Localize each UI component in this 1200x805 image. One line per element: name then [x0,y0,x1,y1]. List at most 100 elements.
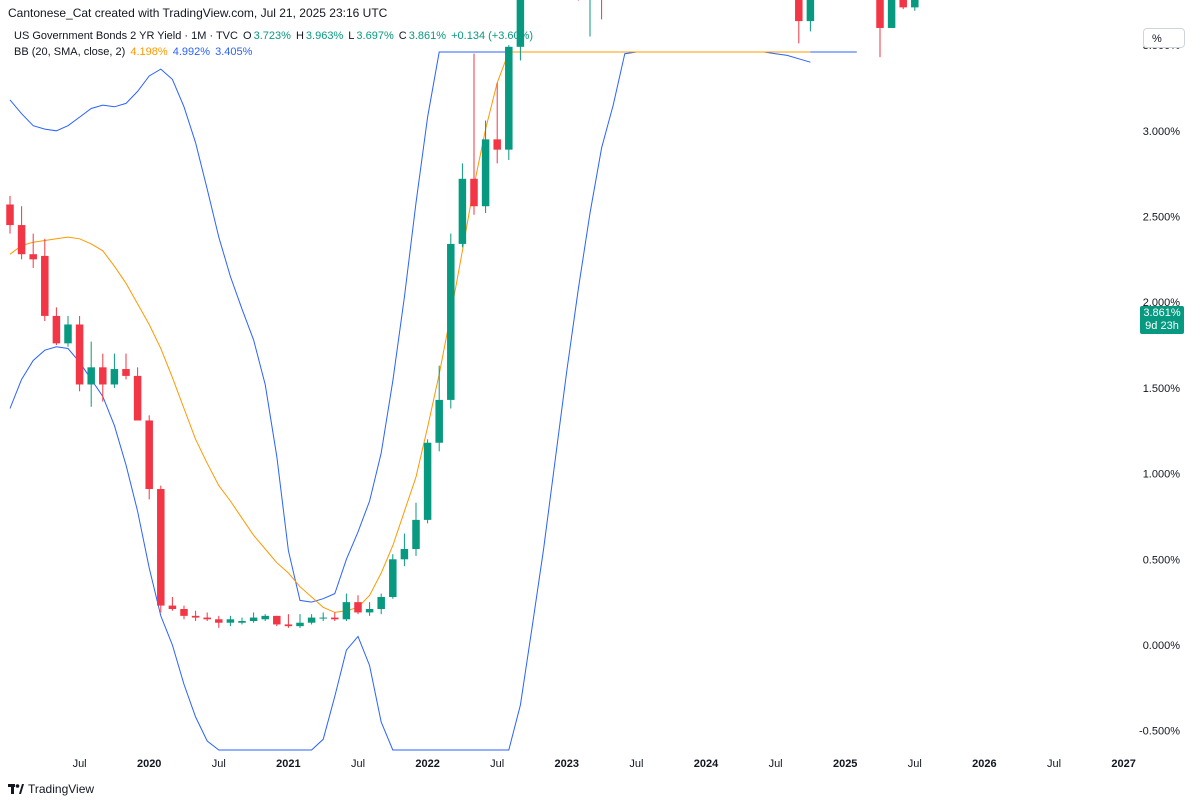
x-tick-label: Jul [908,758,922,770]
last-price-tag: 3.861% 9d 23h [1140,306,1184,334]
candle-body [400,549,409,560]
candle-body [342,602,351,620]
symbol-title[interactable]: US Government Bonds 2 YR Yield · 1M · TV… [14,30,238,42]
bb-upper-line [9,51,857,603]
candle-body [887,0,896,28]
candle-body [249,617,258,622]
y-tick-label: -0.500% [1139,726,1180,738]
x-axis: Jul 2020 Jul 2021 Jul 2022 Jul 2023 Jul 2024 Jul 20… [73,758,1136,770]
percent-scale-button[interactable]: % [1143,28,1185,48]
candle-body [319,617,327,619]
candle-body [215,619,223,623]
bb-basis-value: 4.198% [130,46,168,58]
x-tick-label: Jul [73,758,87,770]
candle-body [795,0,803,22]
bollinger-bands [9,51,857,751]
candle-body [168,605,177,610]
x-tick-label: 2023 [555,758,579,770]
candle-body [122,369,130,376]
y-tick-label: 3.000% [1143,126,1181,138]
candle-body [29,254,37,260]
bb-basis-line [9,51,811,613]
y-tick-label: 1.500% [1143,383,1181,395]
candle-body [110,369,119,385]
candle-body [87,367,95,385]
candle-body [481,139,490,207]
candle-body [133,375,142,421]
attribution-line: Cantonese_Cat created with TradingView.c… [8,6,388,20]
x-tick-label: Jul [1047,758,1061,770]
candle-body [377,597,385,610]
candle-body [470,178,478,207]
x-tick-label: 2021 [276,758,300,770]
candle-body [191,615,200,618]
symbol-legend: US Government Bonds 2 YR Yield · 1M · TV… [14,30,535,42]
bb-lower-value: 3.405% [215,46,253,58]
candle-body [423,442,432,520]
x-tick-label: 2024 [694,758,719,770]
candle-body [157,489,165,606]
candle-body [505,46,513,150]
open-label: O [243,30,252,42]
candle-body [284,624,293,627]
x-tick-label: 2026 [972,758,996,770]
bar-countdown: 9d 23h [1145,320,1179,332]
candle-body [296,622,304,627]
candle-body [389,559,397,598]
candle-body [493,139,501,150]
candle-body [75,324,84,385]
indicator-legend: BB (20, SMA, close, 2) 4.198% 4.992% 3.4… [14,46,254,58]
candle-body [41,255,49,316]
x-tick-label: Jul [490,758,504,770]
candle-body [447,243,455,400]
footer-brand-label: TradingView [28,782,95,796]
candle-body [365,609,374,613]
candle-body [6,204,14,226]
candle-body [354,602,362,613]
low-value: 3.697% [356,30,394,42]
last-price-value: 3.861% [1143,307,1181,319]
y-tick-label: 2.500% [1143,212,1181,224]
y-tick-label: 0.000% [1143,640,1181,652]
candle-body [145,420,153,490]
x-tick-label: 2027 [1111,758,1135,770]
bb-upper-value: 4.992% [172,46,211,58]
candle-body [307,617,316,623]
candle-body [99,367,107,385]
candles [6,0,919,628]
candle-body [899,0,907,8]
candle-body [17,225,26,255]
x-tick-label: Jul [769,758,783,770]
candle-body [458,178,467,244]
x-tick-label: Jul [212,758,226,770]
candle-body [52,315,61,344]
candle-body [911,0,919,8]
candle-body [435,399,443,443]
change-value: +0.134 (+3.60%) [451,30,534,42]
candle-body [412,519,420,550]
open-value: 3.723% [253,30,291,42]
close-label: C [398,30,407,42]
candle-body [226,619,235,623]
candle-body [203,617,211,620]
candle-body [273,615,281,625]
tradingview-logo-icon [8,783,24,795]
candle-body [180,609,188,616]
bb-lower-line [9,51,811,751]
candle-body [64,324,72,344]
y-tick-label: 1.000% [1143,469,1181,481]
x-tick-label: Jul [629,758,643,770]
x-tick-label: 2022 [415,758,439,770]
candle-body [261,615,269,620]
bb-label[interactable]: BB (20, SMA, close, 2) [14,46,126,58]
close-value: 3.861% [408,30,447,42]
y-axis: 6.500%6.000%5.500%5.000%4.500%4.000%3.50… [1139,40,1181,738]
candle-body [806,0,815,22]
y-tick-label: 0.500% [1143,554,1181,566]
high-label: H [295,30,304,42]
low-label: L [348,30,355,42]
candle-body [331,617,339,620]
footer-brand[interactable]: TradingView [8,782,94,796]
x-tick-label: 2020 [137,758,161,770]
